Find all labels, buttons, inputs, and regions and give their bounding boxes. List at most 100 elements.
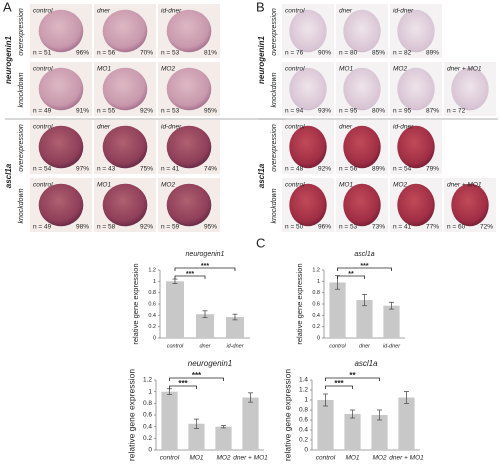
cell-n: n = 50 xyxy=(285,224,304,231)
cell-percent: 97% xyxy=(76,166,89,173)
y-tick-label: 0.2 xyxy=(143,435,152,442)
condition-label: knockdown xyxy=(271,72,278,107)
embryo-image xyxy=(38,125,84,169)
significance-label: ** xyxy=(348,271,354,278)
condition-label: overexpression xyxy=(271,124,278,172)
cell-n: n = 54 xyxy=(393,166,412,173)
cell-percent: 85% xyxy=(372,50,385,57)
cell-percent: 79% xyxy=(426,166,439,173)
embryo-image xyxy=(166,125,212,169)
cell-percent: 75% xyxy=(140,166,153,173)
bar xyxy=(317,400,334,450)
cell-n: n = 54 xyxy=(33,166,52,173)
condition-label: overexpression xyxy=(18,124,25,172)
y-tick-label: 1.2 xyxy=(143,377,152,384)
cell-n: n = 41 xyxy=(393,224,412,231)
significance-label: *** xyxy=(192,371,202,380)
bar xyxy=(398,397,415,450)
embryo-image xyxy=(343,9,381,53)
condition-label: knockdown xyxy=(18,72,25,107)
bar xyxy=(383,305,400,338)
cell-n: n = 53 xyxy=(161,50,180,57)
embryo-image xyxy=(102,125,148,169)
significance-bracket xyxy=(325,377,380,381)
cell-condition: dner + MO1 xyxy=(447,182,482,189)
embryo-image xyxy=(166,9,212,53)
embryo-image xyxy=(451,183,489,227)
y-tick-label: 0.4 xyxy=(312,313,320,319)
gene-label: neurogenin1 xyxy=(4,35,13,84)
cell-n: n = 51 xyxy=(33,50,52,57)
cell-percent: 96% xyxy=(318,224,331,231)
bar xyxy=(344,414,361,450)
cell-condition: control xyxy=(33,182,53,189)
bar xyxy=(166,281,184,338)
embryo-image xyxy=(38,67,84,111)
x-tick-label: MO1 xyxy=(189,455,203,462)
cell-percent: 95% xyxy=(204,224,217,231)
cell-condition: dner xyxy=(339,8,353,15)
significance-bracket xyxy=(169,385,197,389)
significance-label: *** xyxy=(201,263,209,270)
y-tick-label: 0 xyxy=(304,447,308,454)
significance-label: *** xyxy=(178,379,188,388)
y-tick-label: 0.8 xyxy=(148,290,156,296)
cell-percent: 81% xyxy=(204,50,217,57)
condition-label: knockdown xyxy=(271,188,278,223)
significance-bracket xyxy=(325,385,353,389)
y-tick-label: 0.2 xyxy=(148,324,156,330)
y-tick-label: 1 xyxy=(148,388,152,395)
cell-condition: MO2 xyxy=(393,66,407,73)
y-tick-label: 0.4 xyxy=(299,427,308,434)
cell-percent: 90% xyxy=(318,50,331,57)
y-tick-label: 0.2 xyxy=(312,324,320,330)
cell-percent: 91% xyxy=(76,108,89,115)
bar xyxy=(161,391,178,450)
bar xyxy=(329,282,346,338)
cell-condition: MO2 xyxy=(161,66,175,73)
y-tick-label: 0.8 xyxy=(312,290,320,296)
cell-percent: 93% xyxy=(318,108,331,115)
x-tick-label: control xyxy=(160,455,180,462)
significance-bracket xyxy=(174,275,206,279)
cell-n: n = 58 xyxy=(97,224,116,231)
cell-condition: id-dner xyxy=(393,124,414,131)
bar xyxy=(215,426,232,450)
x-tick-label: dner + MO1 xyxy=(389,455,424,462)
y-tick-label: 1.2 xyxy=(312,267,320,273)
embryo-image xyxy=(451,67,489,111)
x-tick-label: MO1 xyxy=(345,455,359,462)
cell-n: n = 94 xyxy=(285,108,304,115)
cell-condition: id-dner xyxy=(161,124,182,131)
bar xyxy=(356,300,373,338)
bar xyxy=(371,415,388,450)
y-axis-label: relative gene expression xyxy=(131,263,140,344)
embryo-image xyxy=(38,9,84,53)
embryo-image xyxy=(343,183,381,227)
y-tick-label: 1.4 xyxy=(299,377,308,384)
cell-condition: MO2 xyxy=(161,182,175,189)
panel-label: A xyxy=(3,0,12,14)
y-tick-label: 0.8 xyxy=(299,407,308,414)
condition-label: overexpression xyxy=(18,8,25,56)
cell-percent: 98% xyxy=(76,224,89,231)
x-tick-label: control xyxy=(167,343,184,349)
y-tick-label: 0.6 xyxy=(299,417,308,424)
x-tick-label: dner xyxy=(199,343,211,349)
embryo-image xyxy=(343,67,381,111)
condition-label: overexpression xyxy=(271,8,278,56)
significance-bracket xyxy=(174,267,236,271)
cell-condition: control xyxy=(285,66,305,73)
y-tick-label: 0.2 xyxy=(299,437,308,444)
y-tick-label: 0.6 xyxy=(312,301,320,307)
x-tick-label: MO2 xyxy=(372,455,386,462)
cell-condition: MO1 xyxy=(339,182,353,189)
cell-percent: 74% xyxy=(204,166,217,173)
y-tick-label: 0.4 xyxy=(143,423,152,430)
cell-condition: dner xyxy=(339,124,353,131)
cell-n: n = 56 xyxy=(97,50,116,57)
embryo-image xyxy=(397,183,435,227)
embryo-image xyxy=(166,67,212,111)
embryo-image xyxy=(289,183,327,227)
embryo-image xyxy=(397,9,435,53)
